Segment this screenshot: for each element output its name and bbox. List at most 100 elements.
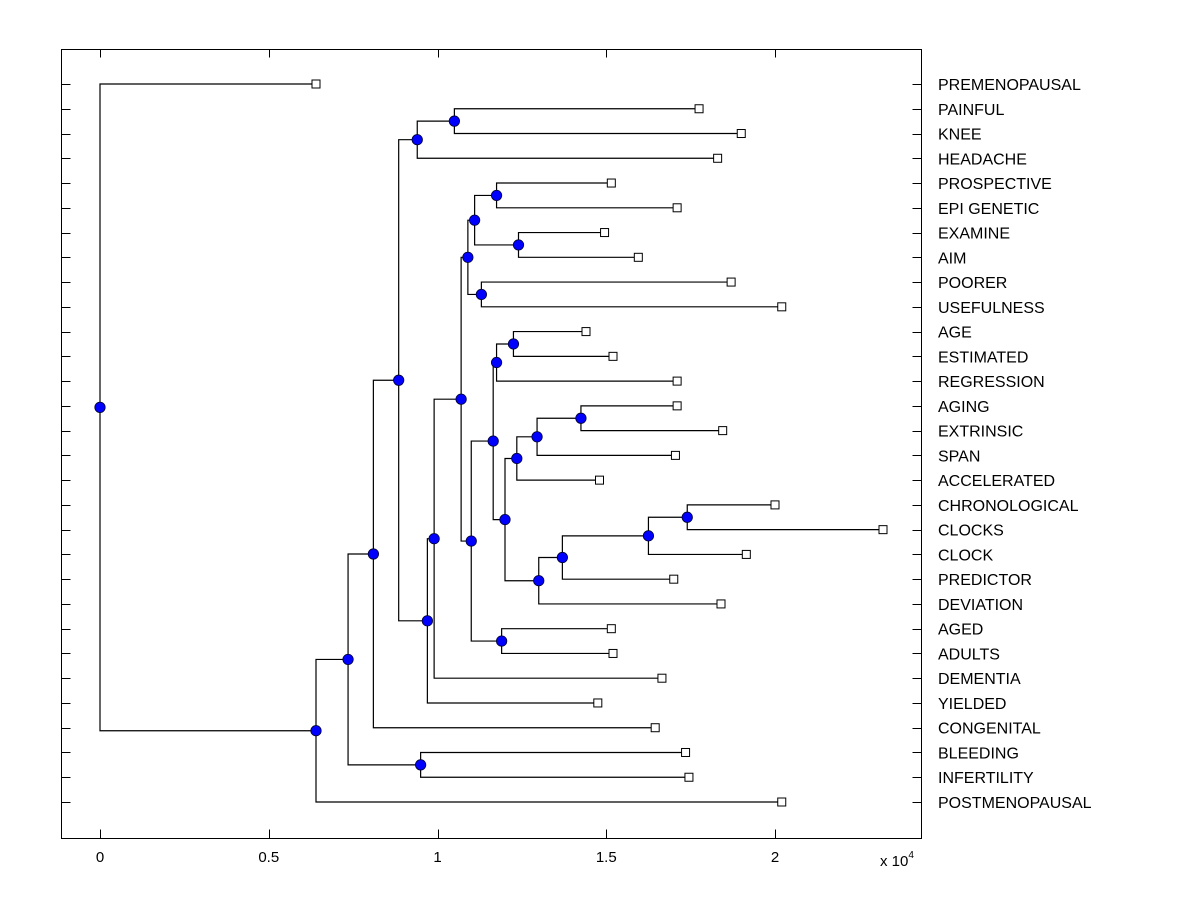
leaf-label-estimated: ESTIMATED <box>938 349 1028 366</box>
tree-link-n_Z-n_aa <box>561 535 649 558</box>
leaf-label-infertility: INFERTILITY <box>938 770 1034 787</box>
leaf-marker-chronological <box>770 500 780 510</box>
internal-node-n_G <box>421 615 433 627</box>
tree-link-n_E-n_f <box>398 139 418 381</box>
tree-link-n_S-n_u <box>495 343 514 363</box>
leaf-label-age: AGE <box>938 325 972 342</box>
axes: 0 0.5 1 1.5 2 <box>61 49 922 866</box>
leaf-marker-aging <box>672 401 682 411</box>
x-tick-label: 0.5 <box>258 849 279 866</box>
leaf-marker-extrinsic <box>718 426 728 436</box>
leaf-label-postmenopausal: POSTMENOPAUSAL <box>938 795 1092 812</box>
tree-link-n_M-n_p <box>474 220 519 246</box>
internal-node-n_Z <box>556 551 568 564</box>
tree-link-n_W-deviation <box>538 580 721 605</box>
leaf-marker-examine <box>600 228 610 238</box>
internal-node-n_S <box>490 356 503 369</box>
leaf-label-poorer: POORER <box>938 275 1007 292</box>
leaf-label-extrinsic: EXTRINSIC <box>938 424 1023 441</box>
internal-node-n_L <box>465 535 477 547</box>
leaf-marker-congenital <box>650 723 660 733</box>
tree-link-n_F-headache <box>416 139 718 159</box>
tree-link-n_E-n_g <box>398 380 428 622</box>
leaf-labels: PREMENOPAUSAL PAINFUL KNEE HEADACHE PROSPECT… <box>938 77 1092 812</box>
internal-node-n_AA <box>642 530 655 542</box>
leaf-label-aim: AIM <box>938 250 966 267</box>
leaf-marker-painful <box>694 104 704 114</box>
tree-link-n_C-congenital <box>372 553 656 729</box>
leaf-label-painful: PAINFUL <box>938 102 1004 119</box>
tree-link-n_L-n_r <box>470 541 502 642</box>
internal-node-n_F <box>411 134 423 146</box>
tree-link-n_B-n_c <box>347 553 374 660</box>
leaf-label-regression: REGRESSION <box>938 374 1045 391</box>
internal-node-n_P <box>512 239 525 251</box>
leaf-marker-premenopausal <box>311 79 321 89</box>
tree-nodes <box>94 79 888 807</box>
leaf-label-accelerated: ACCELERATED <box>938 473 1055 490</box>
tree-link-n_G-yielded <box>426 620 598 704</box>
leaf-label-premenopausal: PREMENOPAUSAL <box>938 77 1081 94</box>
x-multiplier-label: x 104 <box>880 850 914 870</box>
leaf-marker-usefulness <box>777 302 787 312</box>
leaf-label-epigenetic: EPI GENETIC <box>938 201 1039 218</box>
internal-node-n_K <box>462 251 474 263</box>
tree-link-n_Z-predictor <box>561 557 674 580</box>
leaf-label-headache: HEADACHE <box>938 151 1027 168</box>
leaf-marker-adults <box>608 648 618 658</box>
tree-link-n_B-n_d <box>347 659 421 766</box>
leaf-marker-predictor <box>669 574 679 584</box>
internal-node-n_J <box>455 393 467 405</box>
internal-node-n_W <box>533 575 545 587</box>
leaf-marker-estimated <box>608 351 618 361</box>
leaf-marker-clocks <box>878 525 888 535</box>
leaf-marker-yielded <box>593 698 603 708</box>
leaf-label-predictor: PREDICTOR <box>938 572 1032 589</box>
leaf-marker-accelerated <box>595 475 604 485</box>
leaf-label-examine: EXAMINE <box>938 226 1010 243</box>
internal-node-n_B <box>342 653 354 666</box>
leaf-marker-aim <box>633 252 643 262</box>
tree-link-n_A-postmenopausal <box>315 730 782 803</box>
leaf-label-span: SPAN <box>938 448 980 465</box>
internal-node-n_root <box>94 401 106 413</box>
leaf-label-yielded: YIELDED <box>938 696 1006 713</box>
leaf-marker-age <box>581 327 591 337</box>
tree-link-n_M-n_o <box>474 194 497 221</box>
leaf-marker-headache <box>713 153 723 163</box>
tree-link-n_root-premenopausal <box>99 83 316 408</box>
internal-node-n_V <box>511 452 523 465</box>
leaf-label-chronological: CHRONOLOGICAL <box>938 498 1079 515</box>
x-tick-label: 0 <box>96 849 104 866</box>
leaf-label-adults: ADULTS <box>938 646 1000 663</box>
leaf-marker-regression <box>672 376 682 386</box>
tree-links <box>99 83 883 803</box>
leaf-label-deviation: DEVIATION <box>938 597 1023 614</box>
leaf-label-dementia: DEMENTIA <box>938 671 1021 688</box>
leaf-label-usefulness: USEFULNESS <box>938 300 1045 317</box>
internal-node-n_E <box>393 374 405 386</box>
leaf-marker-clock <box>741 549 751 559</box>
internal-node-n_C <box>367 548 379 560</box>
tree-link-n_X-span <box>536 436 676 456</box>
internal-node-n_Y <box>575 412 587 424</box>
internal-node-n_BB <box>681 511 693 523</box>
tree-link-n_I-dementia <box>433 538 662 679</box>
internal-node-n_M <box>469 214 481 226</box>
leaf-marker-prospective <box>606 178 616 188</box>
leaf-label-congenital: CONGENITAL <box>938 721 1041 738</box>
leaf-label-aged: AGED <box>938 622 983 639</box>
internal-node-n_X <box>531 431 543 443</box>
leaf-marker-span <box>670 450 680 460</box>
tree-link-n_root-n_a <box>99 407 316 732</box>
tree-link-n_V-accelerated <box>516 458 600 481</box>
leaf-label-clocks: CLOCKS <box>938 523 1004 540</box>
leaf-label-clock: CLOCK <box>938 547 993 564</box>
leaf-marker-epigenetic <box>672 203 682 213</box>
leaf-marker-infertility <box>684 772 694 782</box>
tree-link-n_S-regression <box>495 362 678 382</box>
leaf-marker-deviation <box>716 599 726 609</box>
tree-link-n_W-n_z <box>538 556 563 581</box>
internal-node-n_Q <box>487 435 499 447</box>
